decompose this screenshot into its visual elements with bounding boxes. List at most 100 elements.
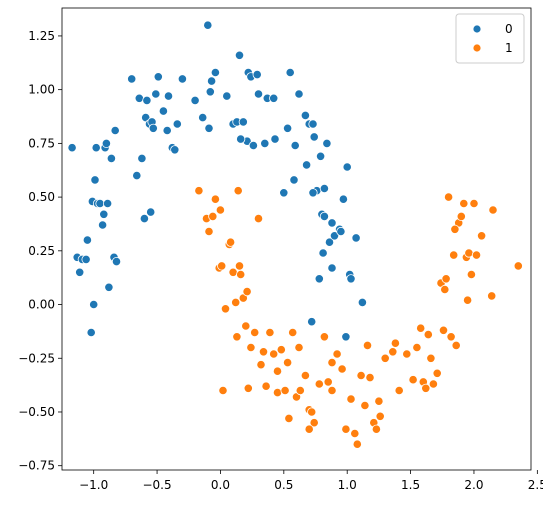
point-series-0-59 [260, 138, 270, 148]
point-series-0-62 [270, 134, 280, 144]
point-series-0-29 [142, 95, 152, 106]
legend: 0 1 [455, 13, 525, 64]
x-tick-label-5: 1.5 [401, 478, 420, 492]
point-series-0-40 [170, 145, 180, 155]
y-tick-label-7: 1.00 [28, 83, 55, 97]
point-series-0-34 [151, 89, 161, 99]
x-axis: −1.0 −0.5 0.0 0.5 1.0 1.5 2.0 2.5 [79, 470, 543, 492]
point-series-0-92 [319, 183, 329, 194]
point-series-1-26 [258, 347, 269, 357]
point-series-1-75 [441, 274, 451, 284]
point-series-1-94 [440, 284, 450, 295]
point-series-1-53 [360, 400, 370, 411]
point-series-1-55 [365, 372, 375, 383]
point-series-1-17 [236, 269, 246, 280]
point-series-0-38 [163, 91, 174, 101]
point-series-1-74 [438, 325, 449, 335]
point-series-1-40 [307, 407, 317, 417]
point-series-0-12 [95, 198, 105, 209]
point-series-1-24 [253, 214, 264, 224]
point-series-1-81 [456, 211, 466, 221]
point-series-0-45 [204, 123, 214, 133]
point-series-1-85 [464, 248, 474, 258]
point-series-0-26 [137, 153, 147, 163]
point-series-0-10 [91, 143, 101, 153]
point-series-0-17 [103, 198, 113, 209]
point-series-1-92 [513, 261, 523, 271]
point-series-0-80 [329, 231, 340, 241]
x-tick-label-7: 2.5 [528, 478, 543, 492]
point-series-1-14 [232, 332, 242, 342]
point-series-1-27 [261, 381, 271, 391]
point-series-1-37 [295, 385, 305, 396]
point-series-0-97 [236, 134, 246, 144]
point-series-1-0 [194, 186, 204, 196]
point-series-0-99 [190, 95, 200, 106]
point-series-1-23 [250, 327, 260, 338]
point-series-1-60 [388, 347, 398, 357]
point-series-1-28 [265, 327, 275, 338]
series-1-points [194, 186, 523, 449]
point-series-0-96 [307, 317, 317, 327]
point-series-1-4 [210, 194, 220, 204]
point-series-0-31 [146, 207, 156, 217]
y-tick-label-8: 1.25 [28, 29, 55, 43]
point-series-0-90 [301, 160, 312, 170]
point-series-0-44 [203, 20, 213, 30]
point-series-0-89 [357, 297, 367, 307]
point-series-0-91 [290, 140, 300, 151]
point-series-0-98 [222, 91, 232, 101]
point-series-0-42 [177, 74, 187, 84]
point-series-0-35 [153, 72, 163, 82]
point-series-1-43 [319, 332, 329, 342]
point-series-1-32 [280, 385, 290, 396]
point-series-0-64 [285, 67, 295, 78]
point-series-1-96 [327, 357, 337, 368]
point-series-1-63 [402, 349, 412, 359]
y-tick-label-6: 0.75 [28, 136, 55, 150]
point-series-0-5 [82, 235, 93, 245]
point-series-1-38 [300, 370, 310, 381]
point-series-0-61 [269, 93, 279, 103]
point-series-1-89 [476, 231, 487, 241]
y-tick-label-1: −0.50 [18, 405, 55, 419]
point-series-1-22 [246, 342, 256, 353]
point-series-1-35 [288, 327, 298, 338]
point-series-1-70 [426, 353, 436, 363]
point-series-1-78 [449, 250, 459, 260]
point-series-0-2 [75, 267, 85, 277]
point-series-0-9 [90, 175, 100, 185]
y-tick-label-3: 0.00 [28, 298, 55, 312]
point-series-0-23 [127, 74, 137, 84]
point-series-1-11 [226, 237, 236, 247]
point-series-1-95 [294, 342, 304, 353]
point-series-0-82 [336, 226, 346, 237]
point-series-1-31 [276, 345, 286, 355]
point-series-0-21 [110, 125, 120, 136]
point-series-0-70 [309, 132, 319, 142]
point-series-0-65 [289, 175, 299, 185]
point-series-0-18 [104, 282, 114, 292]
point-series-0-52 [238, 117, 248, 127]
point-series-0-56 [248, 140, 258, 151]
point-series-1-47 [337, 364, 347, 374]
point-series-1-29 [269, 349, 279, 359]
point-series-1-82 [459, 198, 469, 209]
point-series-1-64 [408, 375, 418, 385]
point-series-1-77 [446, 332, 456, 342]
point-series-0-66 [294, 89, 304, 99]
point-series-1-6 [215, 205, 225, 215]
point-series-1-93 [450, 224, 460, 234]
point-series-1-91 [487, 291, 497, 301]
point-series-1-72 [432, 368, 442, 378]
legend-marker-1 [472, 43, 482, 53]
point-series-0-25 [134, 93, 144, 103]
point-series-1-48 [341, 424, 351, 434]
legend-box [455, 13, 525, 64]
point-series-0-77 [322, 138, 332, 148]
point-series-0-47 [207, 76, 217, 86]
point-series-0-51 [234, 50, 245, 60]
point-series-0-13 [98, 220, 108, 230]
point-series-0-83 [338, 194, 348, 204]
point-series-0-16 [101, 138, 112, 148]
